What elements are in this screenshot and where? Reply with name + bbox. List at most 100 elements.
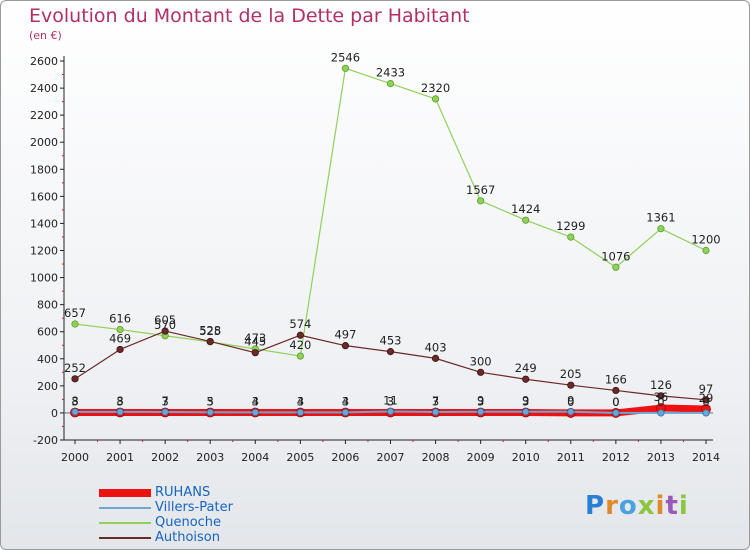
data-label-authoison: 252 (64, 361, 86, 375)
legend-label-quenoche: Quenoche (155, 515, 222, 530)
data-label-villers-pater: 0 (612, 395, 619, 409)
data-label-villers-pater: 7 (432, 394, 439, 408)
data-point-quenoche (567, 233, 575, 241)
legend-swatch-ruhans (99, 488, 151, 497)
legend-label-ruhans: RUHANS (155, 485, 211, 500)
data-point-villers-pater (522, 408, 530, 416)
chart-title: Evolution du Montant de la Dette par Hab… (29, 5, 470, 27)
data-label-villers-pater: 0 (702, 395, 709, 409)
data-point-villers-pater (341, 408, 350, 416)
data-label-quenoche: 1299 (556, 219, 585, 233)
data-point-villers-pater (702, 409, 710, 417)
data-label-villers-pater: 8 (71, 394, 78, 408)
data-point-villers-pater (206, 408, 214, 416)
legend-label-authoison: Authoison (155, 530, 220, 545)
data-point-villers-pater (161, 408, 169, 416)
data-point-villers-pater (116, 408, 124, 416)
data-label-ruhans: 3 (252, 395, 259, 409)
data-label-quenoche: 420 (289, 338, 311, 352)
data-label-authoison: 528 (199, 323, 221, 337)
data-label-villers-pater: 8 (116, 394, 123, 408)
data-point-villers-pater (657, 409, 665, 417)
legend-swatch-authoison (99, 536, 151, 539)
y-tick-label: 2000 (30, 136, 58, 149)
data-label-authoison: 205 (560, 367, 582, 381)
y-tick-label: 1800 (30, 163, 58, 176)
data-label-quenoche: 2546 (331, 50, 360, 64)
data-label-authoison: 469 (109, 331, 131, 345)
legend-swatch-villers-pater (99, 506, 151, 509)
y-tick-label: 600 (37, 326, 58, 339)
data-label-ruhans: 29 (699, 391, 714, 405)
data-point-villers-pater (477, 408, 485, 416)
x-tick-label: 2000 (61, 451, 89, 464)
data-label-quenoche: 473 (244, 331, 266, 345)
y-tick-label: 0 (51, 407, 58, 420)
data-point-authoison (522, 375, 530, 383)
x-tick-label: 2005 (286, 451, 314, 464)
data-point-quenoche (341, 64, 350, 72)
data-label-quenoche: 1076 (601, 249, 630, 263)
data-label-authoison: 574 (289, 317, 311, 331)
y-tick-label: 200 (37, 380, 58, 393)
data-point-authoison (116, 345, 124, 354)
data-point-quenoche (612, 263, 620, 271)
data-point-quenoche (71, 320, 79, 328)
data-label-ruhans: 3 (342, 395, 349, 409)
data-point-quenoche (477, 197, 485, 205)
data-point-authoison (702, 396, 710, 404)
legend-label-villers-pater: Villers-Pater (155, 500, 233, 515)
chart-legend: RUHANS Villers-Pater Quenoche Authoison (99, 485, 233, 545)
data-point-villers-pater (612, 409, 620, 417)
data-label-quenoche: 1567 (466, 183, 495, 197)
x-tick-label: 2009 (467, 451, 495, 464)
x-tick-label: 2002 (151, 451, 179, 464)
data-point-quenoche (702, 246, 710, 255)
data-point-quenoche (522, 216, 530, 224)
legend-swatch-quenoche (99, 521, 151, 524)
data-point-authoison (431, 354, 440, 362)
logo-letter: t (665, 491, 679, 521)
data-point-authoison (296, 331, 304, 339)
data-label-ruhans: 0 (567, 395, 574, 409)
data-label-authoison: 166 (605, 372, 627, 386)
data-label-villers-pater: 9 (522, 394, 529, 408)
data-point-authoison (386, 348, 395, 356)
data-label-ruhans: 3 (297, 395, 304, 409)
x-tick-label: 2006 (331, 451, 359, 464)
data-label-villers-pater: 11 (383, 393, 398, 407)
legend-item-ruhans: RUHANS (99, 485, 233, 500)
logo-letter: o (618, 491, 638, 521)
data-point-quenoche (657, 225, 665, 233)
data-point-villers-pater (71, 408, 79, 416)
data-label-quenoche: 1200 (691, 233, 720, 247)
data-label-villers-pater: 9 (567, 394, 574, 408)
y-tick-label: 2400 (30, 82, 58, 95)
data-point-quenoche (431, 95, 440, 103)
y-tick-label: 2200 (30, 109, 58, 122)
data-point-villers-pater (386, 407, 395, 416)
proxiti-logo: Proxiti (585, 491, 689, 521)
x-tick-label: 2003 (196, 451, 224, 464)
y-tick-label: 800 (37, 299, 58, 312)
data-label-authoison: 445 (244, 335, 266, 349)
y-tick-label: 1600 (30, 190, 58, 203)
x-tick-label: 2001 (106, 451, 134, 464)
data-label-quenoche: 525 (199, 324, 221, 338)
data-label-ruhans: 3 (116, 395, 123, 409)
data-label-quenoche: 1361 (646, 211, 675, 225)
data-label-ruhans: 3 (207, 395, 214, 409)
data-point-quenoche (386, 80, 395, 88)
x-tick-label: 2004 (241, 451, 269, 464)
logo-letter: x (637, 491, 656, 521)
x-tick-label: 2012 (602, 451, 630, 464)
data-label-ruhans: 0 (612, 395, 619, 409)
data-label-ruhans: 3 (522, 395, 529, 409)
data-label-quenoche: 2433 (376, 66, 405, 80)
y-tick-label: 400 (37, 353, 58, 366)
logo-letter: P (585, 491, 606, 521)
data-label-authoison: 403 (425, 340, 447, 354)
data-point-authoison (477, 368, 485, 376)
